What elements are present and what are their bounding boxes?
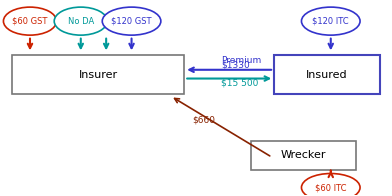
Text: $1330: $1330 — [221, 61, 250, 70]
Text: Insured: Insured — [306, 70, 348, 80]
Text: $60 ITC: $60 ITC — [315, 183, 347, 192]
Text: $120 ITC: $120 ITC — [312, 17, 349, 26]
FancyBboxPatch shape — [251, 141, 356, 170]
Ellipse shape — [54, 7, 107, 35]
Text: No DA: No DA — [68, 17, 94, 26]
Text: Premium: Premium — [221, 55, 261, 64]
FancyBboxPatch shape — [13, 55, 184, 94]
Ellipse shape — [4, 7, 56, 35]
Ellipse shape — [301, 7, 360, 35]
Text: Insurer: Insurer — [79, 70, 118, 80]
Text: $60 GST: $60 GST — [12, 17, 48, 26]
FancyBboxPatch shape — [274, 55, 379, 94]
Text: $15 500: $15 500 — [221, 78, 259, 87]
Text: $120 GST: $120 GST — [111, 17, 152, 26]
Text: $660: $660 — [192, 116, 215, 125]
Ellipse shape — [102, 7, 161, 35]
Ellipse shape — [301, 173, 360, 196]
Text: Wrecker: Wrecker — [281, 150, 326, 160]
